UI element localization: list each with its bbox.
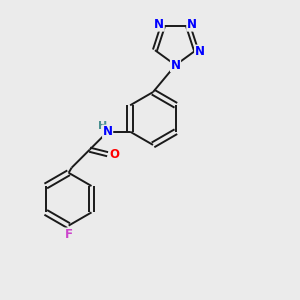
- Text: N: N: [195, 45, 205, 58]
- Text: N: N: [170, 58, 181, 72]
- Text: N: N: [103, 125, 112, 138]
- Text: O: O: [109, 148, 119, 161]
- Text: N: N: [187, 18, 197, 31]
- Text: N: N: [154, 18, 164, 31]
- Text: H: H: [98, 121, 107, 131]
- Text: F: F: [64, 228, 73, 241]
